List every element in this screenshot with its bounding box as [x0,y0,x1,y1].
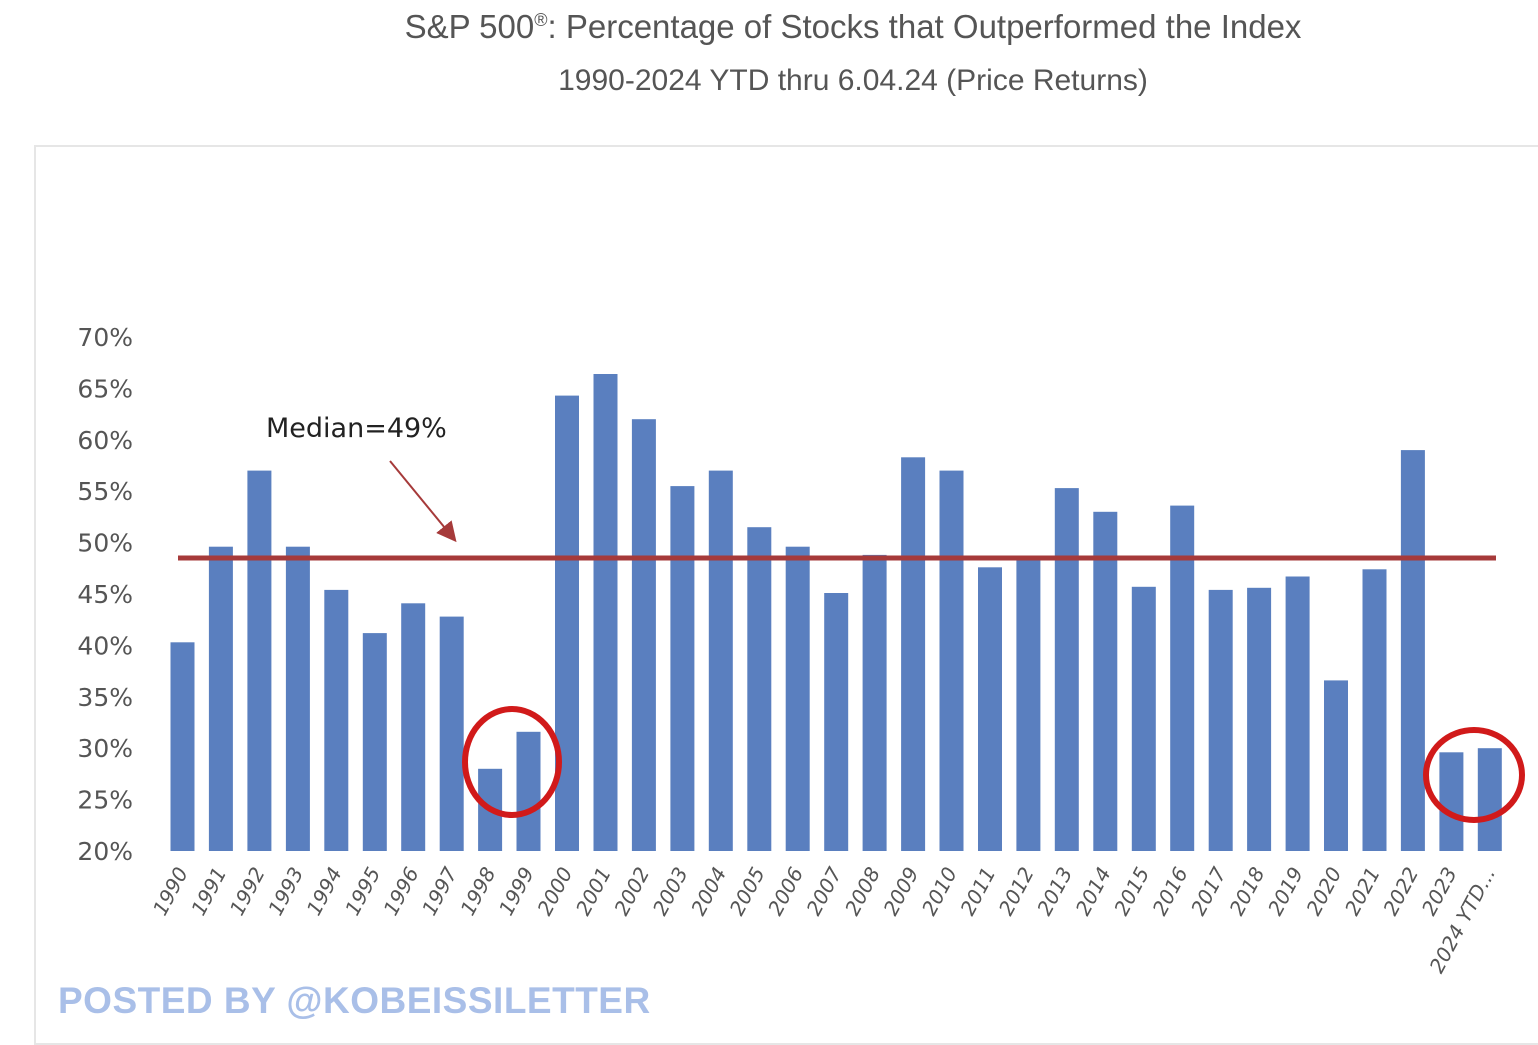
bar-2024-ytd [1477,748,1502,851]
bar-2003 [670,486,695,851]
bar-2020 [1324,680,1348,851]
x-tick-label: 2020 [1301,863,1346,919]
bar-2019 [1285,576,1310,851]
highlight-circle-1998-1999 [462,706,562,818]
bar-2009 [901,457,926,851]
bar-2004 [708,470,733,851]
y-tick-label: 70% [77,323,133,352]
bar-2015 [1131,586,1156,851]
bar-2008 [862,554,887,851]
x-axis-labels: 1990199119921993199419951996199719981999… [148,863,1500,977]
x-tick-label: 1991 [186,863,231,919]
y-tick-label: 65% [77,374,133,403]
bar-2005 [747,527,772,851]
registered-mark: ® [534,10,548,30]
chart-title: S&P 500®: Percentage of Stocks that Outp… [0,8,1538,46]
x-tick-label: 2006 [763,863,808,919]
bar-2023 [1439,752,1464,851]
y-tick-label: 50% [77,529,133,558]
bar-2010 [939,470,964,851]
x-tick-label: 2008 [840,863,885,919]
x-tick-label: 2005 [725,863,770,919]
bars-group [170,374,1502,851]
bar-1995 [362,633,387,851]
x-tick-label: 2002 [609,863,654,919]
highlight-circle-2023-2024 [1423,727,1525,823]
x-tick-label: 1992 [225,863,270,919]
chart-title-rest: : Percentage of Stocks that Outperformed… [547,8,1302,45]
x-tick-label: 1994 [302,863,347,919]
chart-subtitle: 1990-2024 YTD thru 6.04.24 (Price Return… [558,64,1148,97]
watermark-text: POSTED BY @KOBEISSILETTER [58,980,651,1021]
x-tick-label: 1990 [148,863,193,919]
bar-2016 [1170,505,1195,851]
x-tick-label: 2007 [802,863,847,919]
bar-1993 [285,546,310,851]
x-tick-label: 2010 [917,863,962,919]
bar-2011 [978,567,1002,851]
median-label: Median=49% [266,413,447,444]
bar-2021 [1362,569,1387,851]
x-tick-label: 2017 [1186,863,1231,919]
bar-2006 [785,546,810,851]
bar-2002 [631,419,656,851]
x-tick-label: 2013 [1032,863,1077,919]
bar-2001 [593,374,618,851]
y-tick-label: 30% [77,734,133,763]
x-tick-label: 2019 [1263,863,1308,919]
x-tick-label: 1995 [340,863,385,919]
x-tick-label: 2003 [648,863,693,919]
bar-2007 [824,593,849,851]
x-tick-label: 1997 [417,863,462,919]
bar-1994 [324,589,349,851]
x-tick-label: 2018 [1224,863,1269,919]
x-tick-label: 2009 [878,863,923,919]
bar-1996 [401,603,426,851]
x-tick-label: 2000 [532,863,577,919]
bar-2022 [1400,450,1425,851]
y-tick-label: 35% [77,683,133,712]
bar-2013 [1054,488,1079,851]
x-tick-label: 2014 [1071,863,1116,919]
y-axis-ticks: 20% 25% 30% 35% 40% 45% 50% 55% 60% 65% 70% [77,323,133,866]
x-tick-label: 2016 [1148,863,1193,919]
bar-2014 [1093,511,1118,851]
x-tick-label: 1996 [379,863,424,919]
bar-1991 [208,546,233,851]
x-tick-label: 2021 [1340,863,1385,919]
bar-2018 [1247,587,1272,851]
x-tick-label: 2022 [1378,863,1423,919]
x-tick-label: 2015 [1109,863,1154,919]
y-tick-label: 25% [77,786,133,815]
y-tick-label: 20% [77,837,133,866]
y-tick-label: 45% [77,580,133,609]
x-tick-label: 2004 [686,863,731,919]
bar-1999 [516,731,541,851]
chart-title-main: S&P 500 [404,8,535,45]
bar-1992 [247,470,272,851]
bar-2017 [1208,589,1233,851]
x-tick-label: 2001 [571,863,616,919]
y-tick-label: 40% [77,631,133,660]
x-tick-label: 1999 [494,863,539,919]
median-arrow [389,460,457,543]
bar-1990 [170,642,195,851]
bar-1997 [439,616,464,851]
x-tick-label: 2011 [955,863,1000,919]
x-tick-label: 1993 [263,863,308,919]
x-tick-label: 2012 [994,863,1039,919]
y-tick-label: 60% [77,426,133,455]
bar-2012 [1016,556,1041,851]
y-tick-label: 55% [77,477,133,506]
x-tick-label: 1998 [455,863,500,919]
